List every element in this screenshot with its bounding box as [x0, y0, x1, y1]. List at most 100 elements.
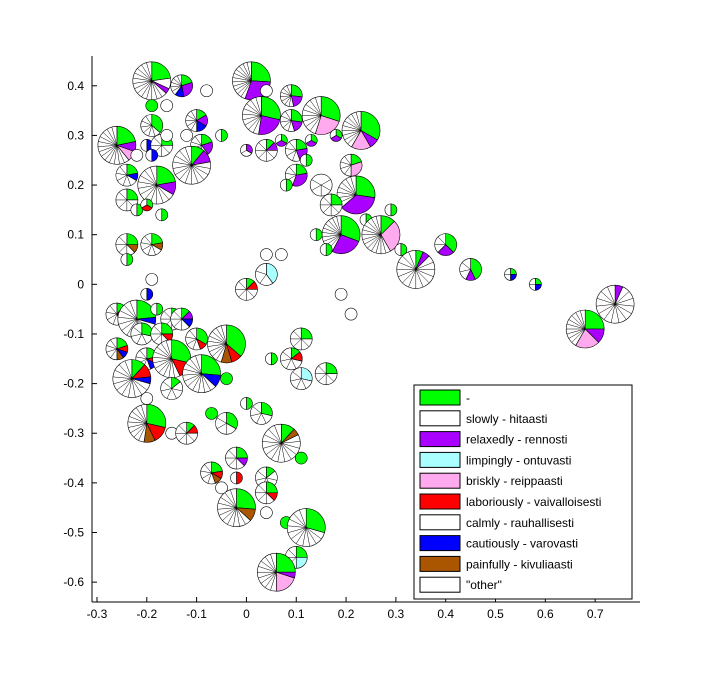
- pie-slice: [510, 268, 517, 275]
- pie-wedge-divider: [303, 115, 322, 122]
- y-tick-label: 0.2: [67, 178, 84, 192]
- pie-wedge-divider: [156, 346, 172, 359]
- pie-wedge-divider: [156, 184, 170, 200]
- pie-wedge-divider: [133, 326, 142, 335]
- pie-point: [207, 324, 246, 364]
- legend-label: painfully - kivuliaasti: [466, 557, 573, 571]
- pie-wedge-divider: [141, 120, 152, 126]
- pie-slice: [265, 352, 272, 366]
- pie-wedge-divider: [258, 142, 267, 151]
- pie-point: [319, 243, 333, 256]
- pie-wedge-divider: [135, 407, 148, 424]
- pie-point: [255, 481, 278, 505]
- pie-point: [344, 307, 358, 321]
- pie-wedge-divider: [170, 85, 182, 88]
- pie-wedge-divider: [248, 115, 262, 130]
- legend-label: slowly - hitaasti: [466, 412, 547, 426]
- pie-wedge-divider: [371, 234, 382, 252]
- pie-wedge-divider: [350, 176, 357, 196]
- pie-point: [260, 84, 273, 98]
- pie-slice: [140, 392, 154, 405]
- pie-wedge-divider: [106, 345, 117, 350]
- x-tick-label: 0.3: [388, 607, 405, 621]
- pie-wedge-divider: [216, 327, 227, 345]
- pie-wedge-divider: [607, 286, 616, 305]
- pie-wedge-divider: [288, 549, 297, 558]
- pie-wedge-divider: [280, 120, 292, 123]
- pie-slice: [201, 354, 221, 376]
- pie-wedge-divider: [280, 358, 292, 362]
- pie-wedge-divider: [281, 95, 292, 102]
- pie-wedge-divider: [336, 216, 342, 235]
- pie-wedge-divider: [201, 373, 205, 393]
- pie-wedge-divider: [461, 262, 471, 270]
- pie-wedge-divider: [186, 114, 197, 121]
- pie-point: [275, 134, 288, 147]
- pie-wedge-divider: [192, 373, 202, 391]
- pie-wedge-divider: [128, 378, 133, 398]
- pie-slice: [255, 263, 274, 286]
- pie-wedge-divider: [191, 165, 199, 184]
- pie-slice: [275, 134, 282, 144]
- pie-wedge-divider: [281, 443, 292, 460]
- pie-wedge-divider: [398, 269, 416, 277]
- axes: -0.3 -0.2 -0.1 0 0.1 0.2 0.3 0.4 0.5 0.6 0.70.40.3…: [63, 56, 640, 621]
- pie-wedge-divider: [615, 298, 634, 305]
- pie-wedge-divider: [116, 145, 120, 165]
- pie-wedge-divider: [147, 244, 153, 256]
- pie-wedge-divider: [306, 527, 322, 540]
- pie-wedge-divider: [255, 477, 267, 481]
- pie-slice: [120, 253, 128, 266]
- pie-wedge-divider: [287, 527, 307, 533]
- pie-slice: [185, 327, 201, 351]
- pie-wedge-divider: [236, 507, 246, 525]
- pie-wedge-divider: [293, 330, 302, 340]
- y-tick-label: -0.3: [63, 426, 84, 440]
- pie-wedge-divider: [325, 373, 335, 382]
- pie-point: [140, 233, 164, 256]
- pie-wedge-divider: [355, 112, 362, 131]
- pie-wedge-divider: [367, 234, 382, 249]
- pie-wedge-divider: [153, 333, 162, 342]
- pie-wedge-divider: [129, 416, 147, 424]
- pie-wedge-divider: [140, 405, 148, 424]
- pie-wedge-divider: [288, 141, 297, 151]
- pie-point: [242, 96, 281, 135]
- pie-point: [341, 111, 381, 150]
- pie-wedge-divider: [216, 417, 227, 424]
- pie-wedge-divider: [195, 355, 202, 374]
- pie-slice: [246, 397, 253, 410]
- pie-wedge-divider: [99, 136, 118, 146]
- pie-wedge-divider: [303, 109, 322, 116]
- pie-wedge-divider: [282, 88, 292, 96]
- pie-wedge-divider: [415, 269, 434, 277]
- pie-wedge-divider: [119, 310, 137, 320]
- pie-point: [280, 109, 303, 132]
- pie-wedge-divider: [184, 165, 192, 184]
- legend-label: briskly - reippaasti: [466, 474, 563, 488]
- pie-wedge-divider: [152, 357, 172, 360]
- pie-wedge-divider: [277, 443, 282, 462]
- pie-wedge-divider: [110, 348, 118, 358]
- pie-wedge-divider: [143, 125, 152, 133]
- pie-slice: [151, 61, 171, 82]
- pie-point: [155, 208, 169, 222]
- pie-wedge-divider: [290, 527, 307, 540]
- pie-wedge-divider: [178, 425, 187, 434]
- pie-point: [145, 148, 159, 162]
- pie-slice: [400, 243, 408, 256]
- pie-point: [215, 481, 228, 495]
- pie-wedge-divider: [165, 340, 172, 359]
- pie-wedge-divider: [566, 328, 586, 335]
- pie-wedge-divider: [239, 66, 252, 81]
- legend-swatch: [419, 451, 461, 468]
- pie-wedge-divider: [323, 227, 342, 235]
- pie-point: [299, 153, 313, 167]
- pie-slice: [329, 129, 337, 139]
- pie-wedge-divider: [402, 255, 416, 270]
- pie-slice: [260, 248, 273, 261]
- pie-slice: [339, 153, 352, 177]
- pie-wedge-divider: [209, 343, 227, 353]
- pie-wedge-divider: [598, 303, 616, 314]
- pie-slice: [140, 139, 148, 152]
